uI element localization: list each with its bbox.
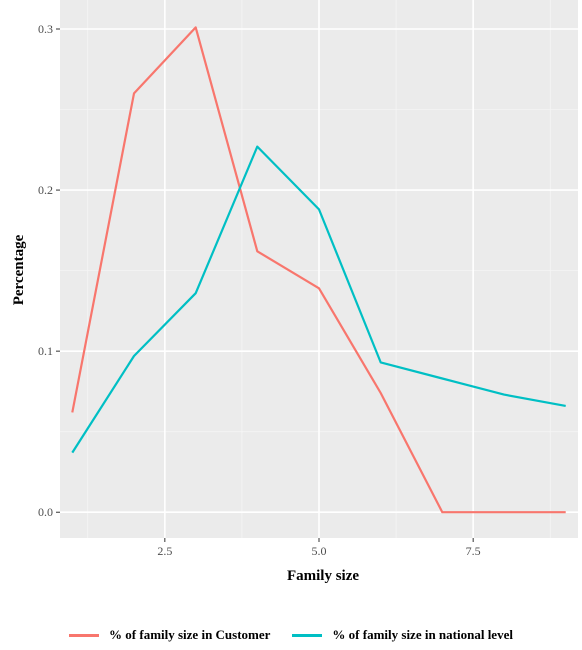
legend-item-national: % of family size in national level: [292, 627, 513, 643]
x-axis-title: Family size: [287, 568, 359, 584]
x-tick-label: 5.0: [312, 544, 327, 558]
tick-layer: 2.5 5.0 7.5 0.0 0.1 0.2 0.3: [38, 22, 481, 558]
y-tick-label: 0.2: [38, 183, 53, 197]
legend-label-national: % of family size in national level: [332, 627, 513, 642]
legend-key-national: [292, 633, 323, 637]
y-tick-label: 0.0: [38, 505, 53, 519]
series-line-customer: [71, 26, 566, 514]
legend-key-customer: [69, 633, 100, 637]
series-layer: [71, 26, 566, 514]
legend-item-customer: % of family size in Customer: [69, 627, 270, 643]
y-axis-title: Percentage: [11, 234, 27, 305]
x-tick-label: 7.5: [466, 544, 481, 558]
legend: % of family size in Customer % of family…: [0, 620, 582, 650]
y-tick-label: 0.3: [38, 22, 53, 36]
legend-label-customer: % of family size in Customer: [109, 627, 271, 642]
line-chart: 2.5 5.0 7.5 0.0 0.1 0.2 0.3 Family size Percen…: [11, 0, 578, 584]
y-tick-label: 0.1: [38, 344, 53, 358]
x-tick-label: 2.5: [157, 544, 172, 558]
series-line-national: [71, 145, 566, 454]
